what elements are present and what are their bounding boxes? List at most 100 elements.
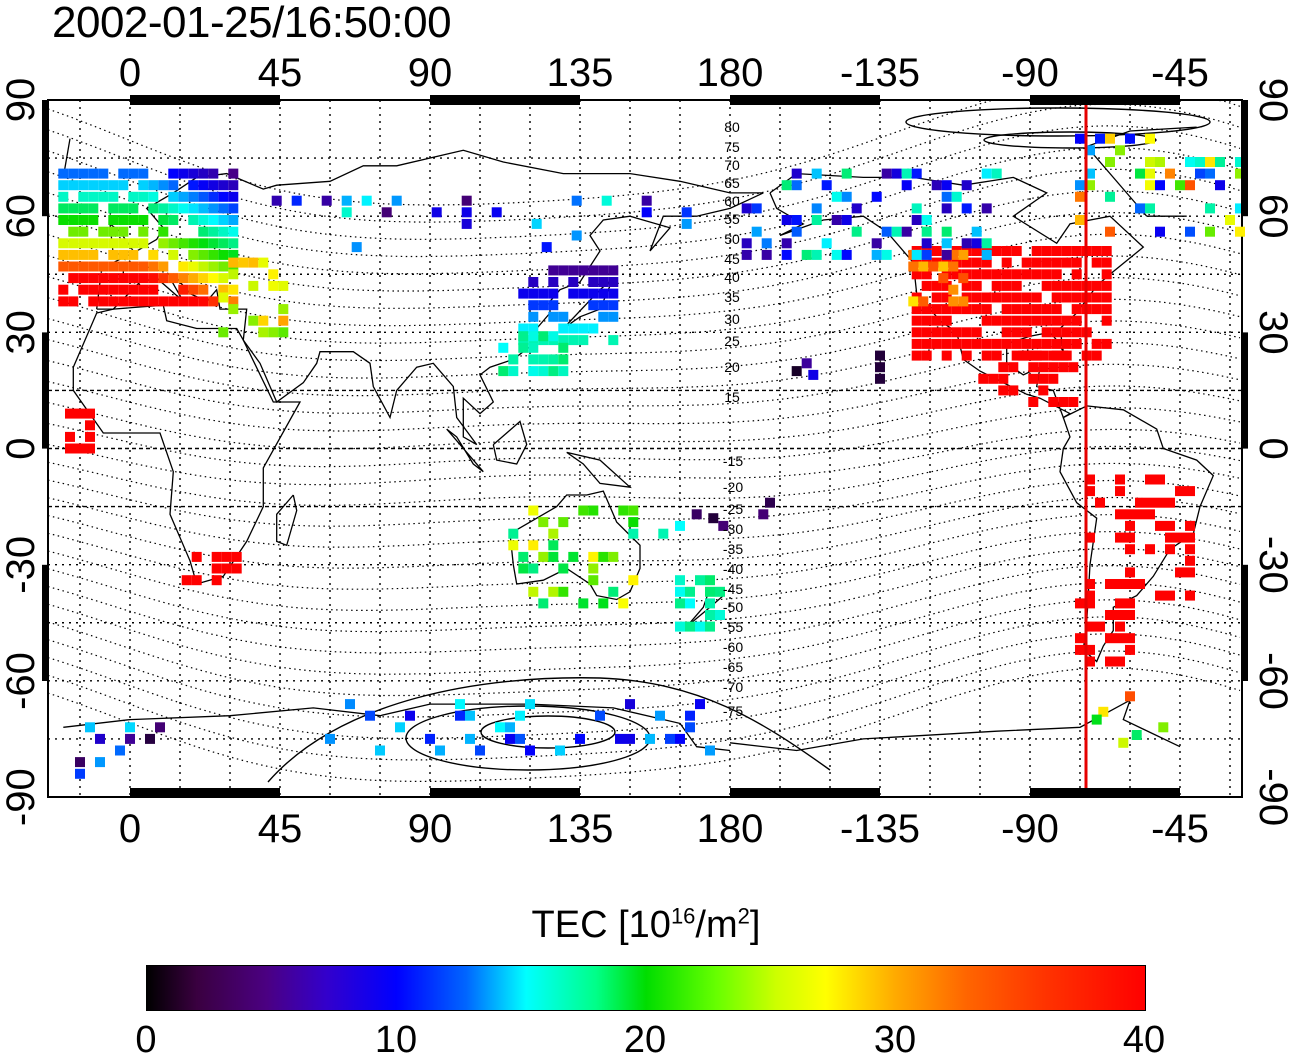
tec-cell <box>921 238 932 249</box>
tec-cell <box>1085 644 1095 655</box>
tec-cell <box>291 195 302 206</box>
tec-cell <box>1105 633 1115 644</box>
tec-cell <box>1031 304 1042 315</box>
tec-cell <box>588 323 599 334</box>
tec-cell <box>715 586 725 597</box>
tec-cell <box>1115 598 1125 609</box>
tec-cell <box>961 304 972 315</box>
tec-cell <box>58 284 69 295</box>
tec-cell <box>1155 590 1165 601</box>
tec-cell <box>931 338 942 349</box>
tec-cell <box>148 180 159 191</box>
tec-cell <box>148 296 159 307</box>
contour-label: -65 <box>723 659 743 675</box>
tec-cell <box>108 296 119 307</box>
tec-cell <box>1115 621 1125 632</box>
tec-cell <box>578 265 589 276</box>
tec-cell <box>811 168 822 179</box>
tec-cell <box>958 296 969 307</box>
tec-cell <box>991 350 1002 361</box>
timestamp-title: 2002-01-25/16:50:00 <box>52 0 452 47</box>
tec-cell <box>431 207 442 218</box>
tec-cell <box>1021 257 1032 268</box>
tec-cell <box>991 269 1002 280</box>
tec-cell <box>108 203 119 214</box>
mlat-contour <box>47 428 1241 486</box>
tec-cell <box>811 203 822 214</box>
tec-cell <box>455 710 465 721</box>
tec-cell <box>1021 338 1032 349</box>
tec-cell <box>1215 180 1225 191</box>
tec-cell <box>531 218 542 229</box>
tec-cell <box>188 180 199 191</box>
tec-cell <box>608 300 619 311</box>
tec-cell <box>821 238 832 249</box>
tec-cell <box>1091 280 1102 291</box>
tec-cell <box>78 261 89 272</box>
contour-label: 45 <box>724 251 740 267</box>
tec-cell <box>58 296 69 307</box>
tec-cell <box>75 408 85 419</box>
tec-cell <box>218 273 229 284</box>
tec-cell <box>228 296 239 307</box>
tec-cell <box>791 215 802 225</box>
tec-cell <box>528 540 539 551</box>
tec-cell <box>568 277 579 287</box>
tec-cell <box>228 238 239 249</box>
tec-cell <box>465 733 475 744</box>
tec-cell <box>911 350 922 361</box>
tec-cell <box>1185 226 1195 237</box>
tec-cell <box>911 168 922 179</box>
tec-cell <box>158 296 169 307</box>
tec-cell <box>608 265 619 276</box>
tec-cell <box>1115 610 1125 620</box>
tec-cell <box>1051 315 1062 326</box>
tec-cell <box>1091 714 1102 725</box>
tec-cell <box>158 261 169 272</box>
tec-cell <box>1061 315 1072 326</box>
tec-cell <box>58 261 69 272</box>
tec-cell <box>188 203 199 214</box>
tec-cell <box>568 323 579 334</box>
tec-cell <box>128 273 139 284</box>
tec-cell <box>891 226 902 237</box>
tec-cell <box>1085 168 1095 179</box>
tec-cell <box>695 575 705 586</box>
tec-cell <box>118 203 129 214</box>
tec-cell <box>568 335 579 346</box>
tec-cell <box>1155 497 1165 508</box>
tec-cell <box>685 586 695 597</box>
lon-tick-label-top: -45 <box>1151 51 1209 95</box>
tec-cell <box>695 699 705 710</box>
tec-cell <box>871 249 882 260</box>
tec-cell <box>525 745 535 756</box>
tec-cell <box>938 273 949 284</box>
tec-cell <box>211 575 222 586</box>
tec-cell <box>1101 315 1112 326</box>
tec-cell <box>548 277 559 287</box>
tec-cell <box>801 249 812 260</box>
tec-cell <box>1155 474 1165 485</box>
tec-cell <box>88 261 99 272</box>
tec-cell <box>198 238 209 249</box>
tec-cell <box>178 284 189 295</box>
tec-cell <box>1105 579 1115 589</box>
tec-cell <box>138 273 149 284</box>
tec-cell <box>1125 133 1135 144</box>
tec-cell <box>505 722 515 733</box>
tec-cell <box>198 296 209 307</box>
tec-cell <box>1118 737 1129 748</box>
lat-tick-label-left: 0 <box>0 437 43 459</box>
tec-cell <box>228 257 239 268</box>
tec-cell <box>138 168 149 179</box>
tec-cell <box>1125 610 1135 620</box>
mlat-contour <box>47 298 1241 379</box>
tec-cell <box>841 215 852 225</box>
contour-label: 65 <box>724 175 740 191</box>
tec-cell <box>118 168 129 179</box>
tec-cell <box>1075 215 1085 225</box>
tec-cell <box>548 300 559 311</box>
tec-cell <box>911 338 922 349</box>
tec-cell <box>498 342 509 353</box>
tec-cell <box>961 257 972 268</box>
